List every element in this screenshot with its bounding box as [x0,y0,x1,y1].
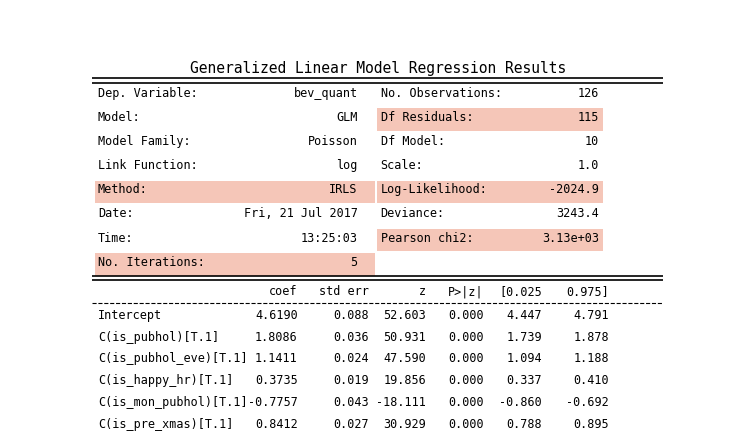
Text: 10: 10 [585,135,599,148]
Text: C(is_pre_xmas)[T.1]: C(is_pre_xmas)[T.1] [98,418,233,431]
Text: 50.931: 50.931 [383,330,426,344]
Text: 0.000: 0.000 [448,396,483,409]
Text: 4.791: 4.791 [573,309,609,322]
Text: Scale:: Scale: [380,159,423,172]
Text: C(is_mon_pubhol)[T.1]: C(is_mon_pubhol)[T.1] [98,396,248,409]
Text: Dep. Variable:: Dep. Variable: [98,87,198,99]
FancyBboxPatch shape [95,181,375,203]
Text: 0.027: 0.027 [334,418,369,431]
Text: Log-Likelihood:: Log-Likelihood: [380,183,487,196]
Text: z: z [419,285,426,298]
Text: Model:: Model: [98,111,141,124]
Text: 30.929: 30.929 [383,418,426,431]
Text: Date:: Date: [98,208,133,221]
Text: Fri, 21 Jul 2017: Fri, 21 Jul 2017 [244,208,357,221]
Text: -0.860: -0.860 [500,396,542,409]
Text: 52.603: 52.603 [383,309,426,322]
Text: Method:: Method: [98,183,147,196]
Text: 1.094: 1.094 [506,352,542,365]
Text: bev_quant: bev_quant [293,87,357,99]
Text: 1.188: 1.188 [573,352,609,365]
Text: 115: 115 [578,111,599,124]
Text: 1.1411: 1.1411 [255,352,298,365]
Text: 126: 126 [578,87,599,99]
Text: 0.000: 0.000 [448,330,483,344]
Text: 0.000: 0.000 [448,309,483,322]
Text: Time:: Time: [98,232,133,245]
Text: 0.036: 0.036 [334,330,369,344]
FancyBboxPatch shape [377,181,604,203]
Text: -2024.9: -2024.9 [550,183,599,196]
Text: No. Iterations:: No. Iterations: [98,256,205,269]
Text: Df Model:: Df Model: [380,135,444,148]
Text: Pearson chi2:: Pearson chi2: [380,232,473,245]
Text: 0.410: 0.410 [573,374,609,387]
Text: C(is_pubhol_eve)[T.1]: C(is_pubhol_eve)[T.1] [98,352,248,365]
Text: 0.975]: 0.975] [566,285,609,298]
Text: log: log [336,159,357,172]
Text: Model Family:: Model Family: [98,135,190,148]
Text: 3243.4: 3243.4 [556,208,599,221]
Text: 0.895: 0.895 [573,418,609,431]
Text: C(is_pubhol)[T.1]: C(is_pubhol)[T.1] [98,330,219,344]
Text: 0.043: 0.043 [334,396,369,409]
Text: P>|z|: P>|z| [448,285,483,298]
Text: [0.025: [0.025 [500,285,542,298]
Text: 0.088: 0.088 [334,309,369,322]
Text: 1.0: 1.0 [578,159,599,172]
Text: std err: std err [319,285,369,298]
Text: 19.856: 19.856 [383,374,426,387]
FancyBboxPatch shape [95,253,375,276]
Text: -0.7757: -0.7757 [248,396,298,409]
Text: Poisson: Poisson [308,135,357,148]
Text: 5: 5 [351,256,357,269]
Text: 1.878: 1.878 [573,330,609,344]
Text: 4.447: 4.447 [506,309,542,322]
Text: 0.337: 0.337 [506,374,542,387]
Text: 0.000: 0.000 [448,374,483,387]
Text: Deviance:: Deviance: [380,208,444,221]
Text: Df Residuals:: Df Residuals: [380,111,473,124]
Text: 0.024: 0.024 [334,352,369,365]
FancyBboxPatch shape [377,108,604,130]
Text: 0.000: 0.000 [448,352,483,365]
Text: Intercept: Intercept [98,309,162,322]
Text: coef: coef [269,285,298,298]
Text: 4.6190: 4.6190 [255,309,298,322]
Text: C(is_happy_hr)[T.1]: C(is_happy_hr)[T.1] [98,374,233,387]
Text: 0.3735: 0.3735 [255,374,298,387]
Text: 0.788: 0.788 [506,418,542,431]
Text: 1.8086: 1.8086 [255,330,298,344]
Text: No. Observations:: No. Observations: [380,87,502,99]
Text: 47.590: 47.590 [383,352,426,365]
Text: -0.692: -0.692 [566,396,609,409]
Text: 13:25:03: 13:25:03 [301,232,357,245]
FancyBboxPatch shape [377,229,604,252]
Text: 1.739: 1.739 [506,330,542,344]
Text: Generalized Linear Model Regression Results: Generalized Linear Model Regression Resu… [189,61,566,76]
Text: 0.019: 0.019 [334,374,369,387]
Text: Link Function:: Link Function: [98,159,198,172]
Text: 0.8412: 0.8412 [255,418,298,431]
Text: 0.000: 0.000 [448,418,483,431]
Text: GLM: GLM [336,111,357,124]
Text: 3.13e+03: 3.13e+03 [542,232,599,245]
Text: IRLS: IRLS [329,183,357,196]
Text: -18.111: -18.111 [377,396,426,409]
